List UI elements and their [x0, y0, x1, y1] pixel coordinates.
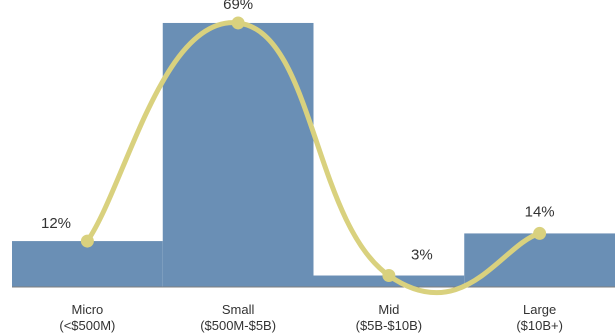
bars [12, 22, 615, 288]
trend-point-micro [80, 234, 94, 248]
data-label-mid: 3% [411, 247, 433, 264]
trend-point-small [231, 16, 245, 30]
bar-micro [12, 241, 163, 287]
x-tick-labels: Micro(<$500M) Small($500M-$5B) Mid($5B-$10… [59, 302, 563, 333]
x-tick-label-large: Large [523, 302, 556, 317]
x-tick-sublabel-large: ($10B+) [516, 318, 563, 333]
bar-small [162, 22, 314, 288]
x-tick-sublabel-small: ($500M-$5B) [200, 318, 276, 333]
bar-large [464, 233, 615, 287]
trend-points [80, 16, 547, 283]
data-label-micro: 12% [41, 215, 71, 232]
data-labels: 12% 69% 3% 14% [41, 0, 555, 264]
trend-line [84, 20, 543, 295]
x-tick-sublabel-micro: (<$500M) [59, 318, 115, 333]
data-label-large: 14% [525, 203, 555, 220]
x-tick-label-mid: Mid [378, 302, 399, 317]
x-tick-sublabel-mid: ($5B-$10B) [356, 318, 422, 333]
x-tick-label-micro: Micro [71, 302, 103, 317]
trend-point-mid [382, 269, 396, 283]
x-tick-label-small: Small [222, 302, 255, 317]
data-label-small: 69% [223, 0, 253, 13]
trend-point-large [533, 226, 547, 240]
